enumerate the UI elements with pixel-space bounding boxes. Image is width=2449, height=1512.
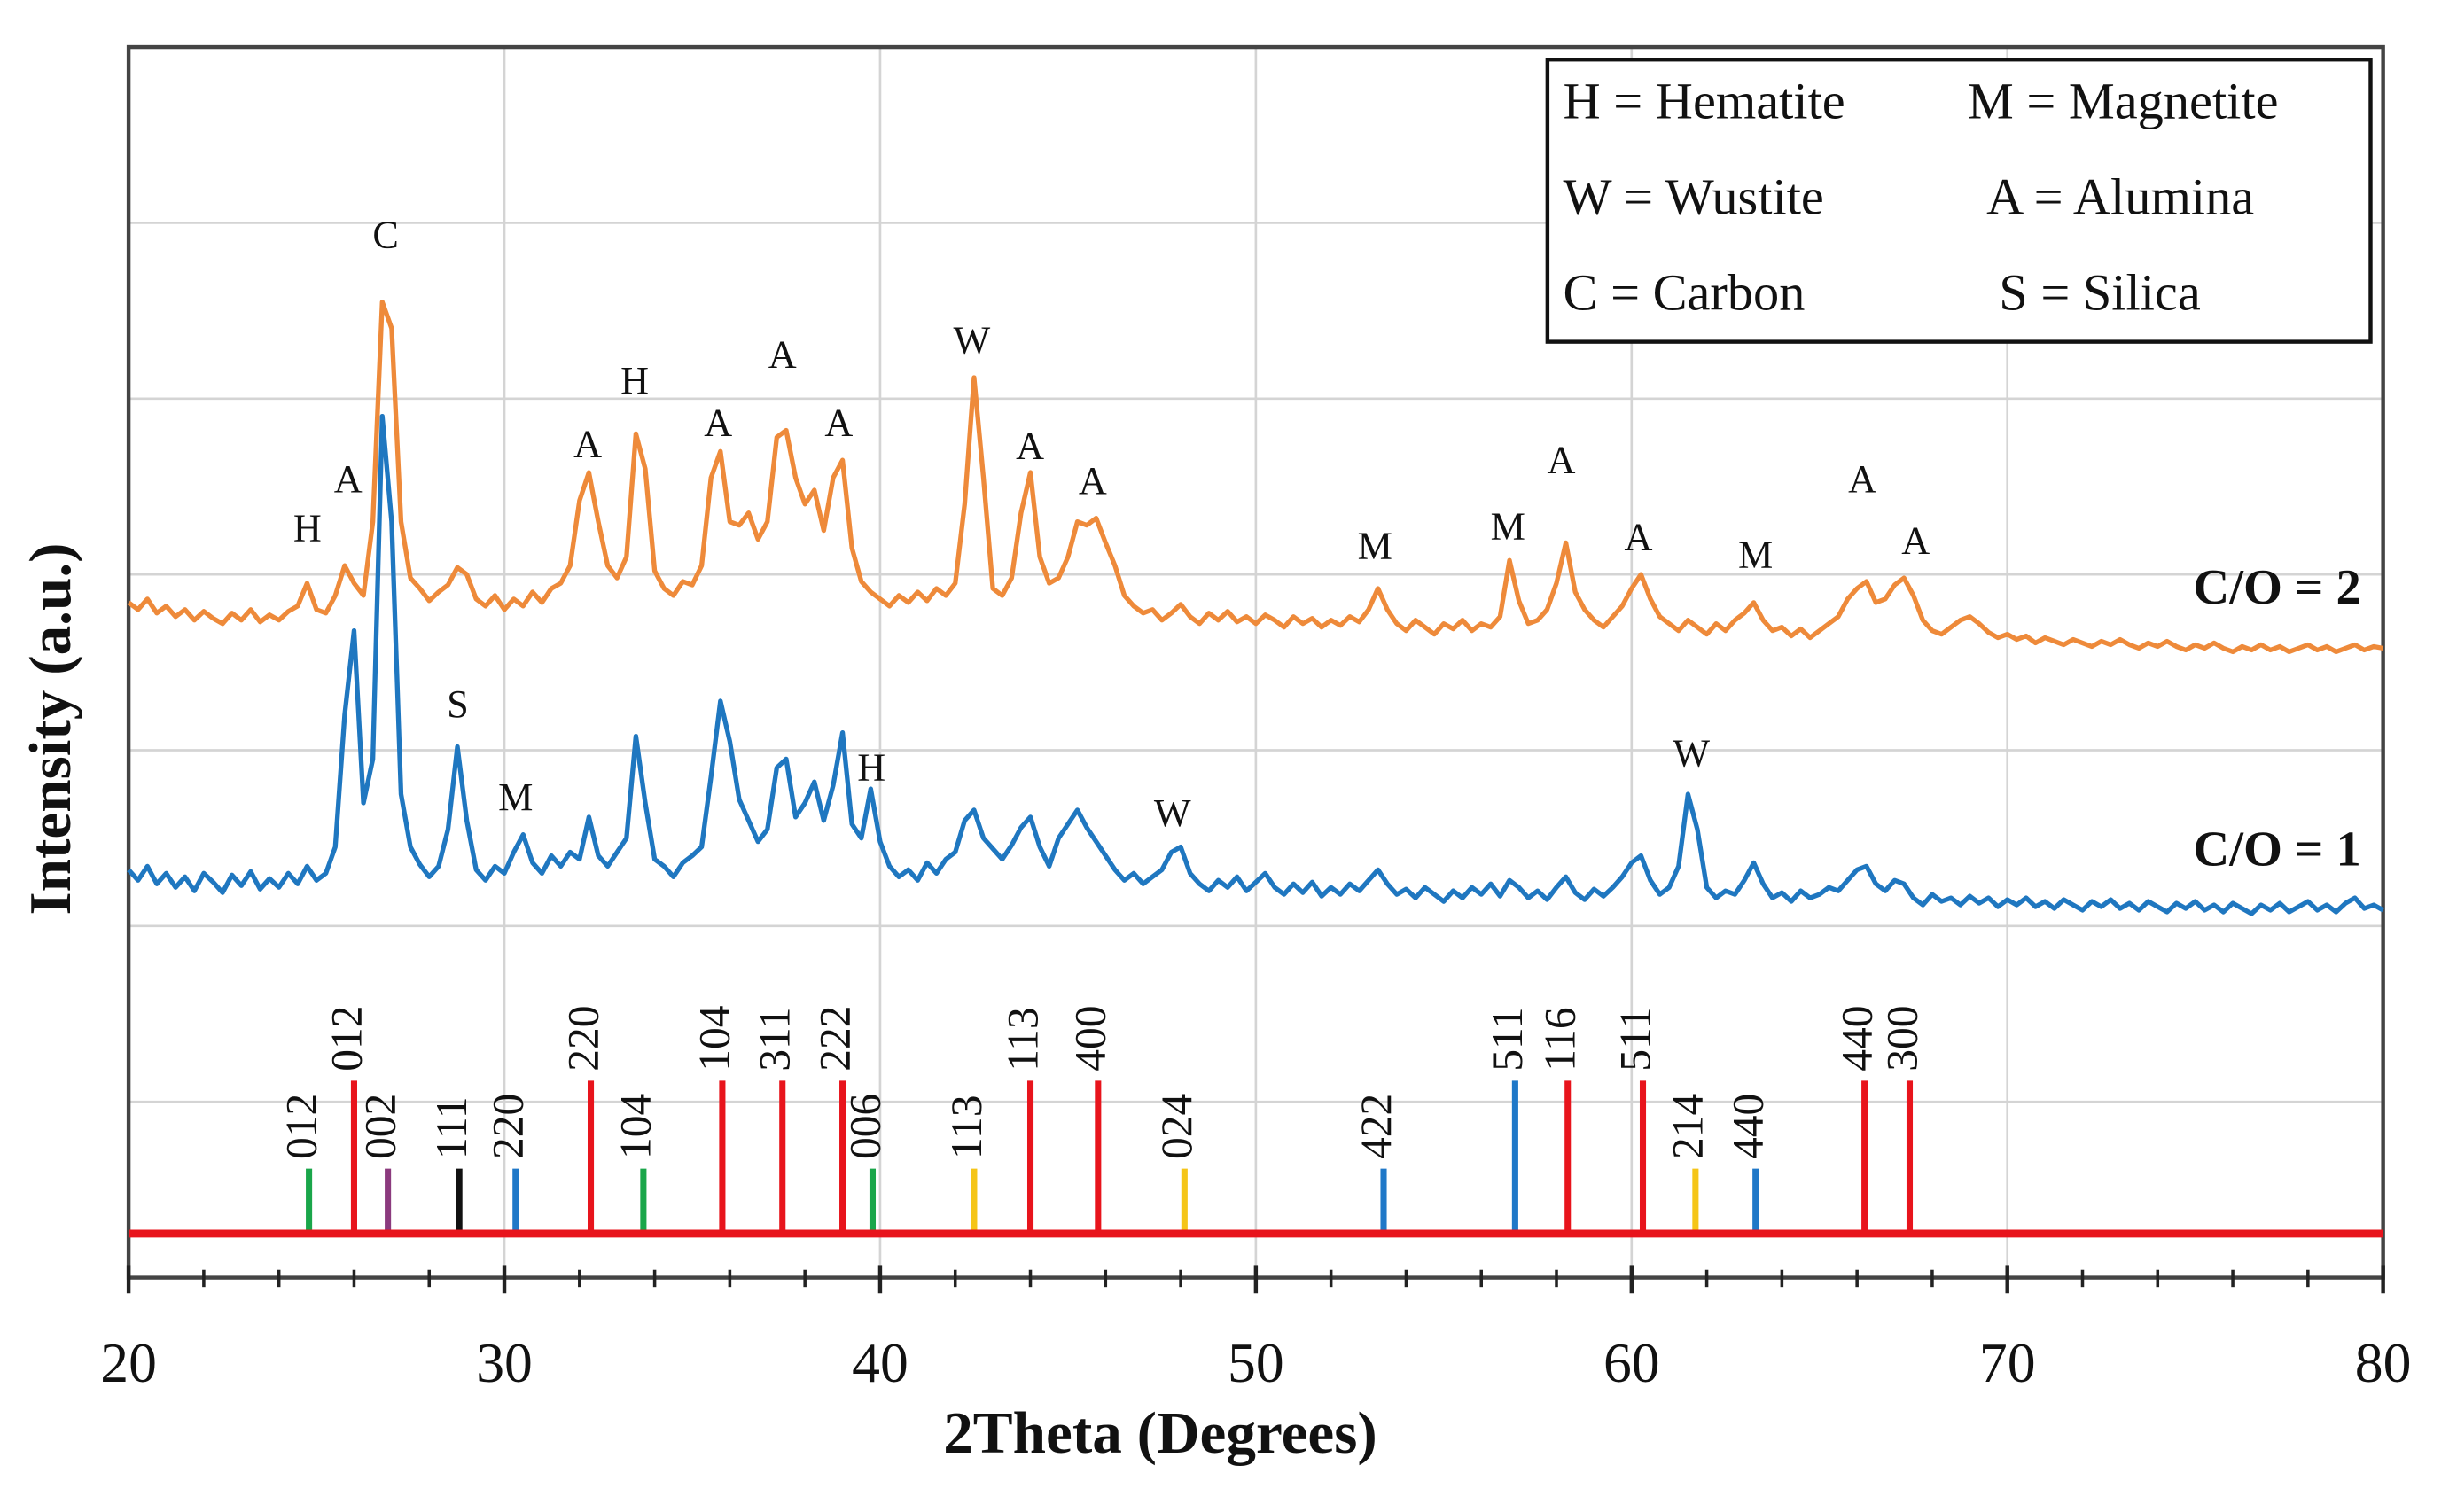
hkl-label: 002 [355, 1094, 404, 1159]
phase-key: H = Hematite M = Magnetite W = Wustite A = … [1545, 58, 2373, 344]
hkl-label: 511 [1483, 1007, 1532, 1071]
hkl-label: 116 [1536, 1007, 1585, 1071]
xrd-curve [127, 300, 2384, 655]
y-axis-title: Intensity (a.u.) [17, 542, 83, 915]
peak-annotation: M [498, 775, 533, 819]
hkl-label: 012 [277, 1094, 325, 1159]
x-tick-label: 50 [1228, 1331, 1284, 1394]
hkl-label: 104 [690, 1006, 739, 1072]
peak-annotation: W [954, 318, 991, 362]
hkl-label: 440 [1724, 1094, 1773, 1159]
peak-annotation: W [1154, 791, 1191, 835]
hkl-label: 311 [751, 1007, 799, 1071]
x-tick-label: 40 [852, 1331, 909, 1394]
series-name: C/O = 1 [2193, 822, 2360, 877]
x-tick-label: 70 [1979, 1331, 2036, 1394]
peak-annotation: A [1624, 516, 1652, 559]
peak-annotation: W [1673, 732, 1710, 775]
hkl-label: 214 [1664, 1094, 1712, 1159]
xrd-curve [127, 413, 2384, 916]
x-axis-title: 2Theta (Degrees) [943, 1399, 1377, 1466]
peak-annotation: A [768, 332, 797, 376]
phase-key-box [1545, 58, 2373, 344]
peak-annotation: A [1016, 424, 1044, 467]
hkl-label: 113 [998, 1007, 1047, 1071]
x-tick-label: 20 [100, 1331, 157, 1394]
peak-annotation: C [372, 213, 398, 256]
hkl-label: 222 [810, 1006, 859, 1072]
phase-key-entry: H = Hematite [1564, 73, 1845, 130]
phase-key-entry: C = Carbon [1564, 263, 1806, 321]
peak-annotation: A [1548, 438, 1576, 481]
phase-key-entry: A = Alumina [1986, 168, 2254, 226]
hkl-label: 113 [942, 1095, 991, 1159]
peak-annotation: A [573, 422, 602, 465]
hkl-label: 104 [612, 1094, 660, 1159]
peak-annotation: A [824, 401, 853, 445]
peak-annotation: H [620, 359, 649, 402]
hkl-label: 012 [322, 1006, 370, 1072]
peak-annotation: H [857, 745, 885, 789]
peak-annotation: A [1848, 457, 1876, 501]
peak-annotation: S [447, 682, 469, 726]
hkl-label: 024 [1152, 1094, 1201, 1159]
hkl-label: 440 [1832, 1006, 1881, 1072]
x-tick-label: 30 [476, 1331, 533, 1394]
peak-annotation: A [334, 457, 363, 501]
peak-annotation: A [1079, 459, 1107, 503]
hkl-label: 400 [1066, 1006, 1115, 1072]
peak-annotation: A [1901, 519, 1930, 563]
hkl-label: 220 [484, 1094, 533, 1159]
peak-annotation: M [1738, 533, 1773, 576]
peak-annotation: H [293, 507, 322, 550]
hkl-label: 006 [840, 1094, 889, 1159]
x-tick-label: 60 [1603, 1331, 1660, 1394]
phase-key-entry: S = Silica [1999, 263, 2201, 321]
phase-key-entry: W = Wustite [1564, 168, 1824, 226]
hkl-label: 511 [1611, 1007, 1659, 1071]
series-name: C/O = 2 [2193, 560, 2360, 615]
hkl-label: 300 [1877, 1006, 1926, 1072]
peak-annotation: M [1491, 505, 1525, 549]
x-tick-label: 80 [2355, 1331, 2412, 1394]
hkl-label: 111 [427, 1096, 476, 1159]
peak-annotation: M [1358, 525, 1392, 568]
peak-annotation: A [704, 401, 732, 445]
hkl-label: 220 [558, 1006, 607, 1072]
phase-key-entry: M = Magnetite [1968, 73, 2279, 130]
hkl-label: 422 [1352, 1094, 1400, 1159]
